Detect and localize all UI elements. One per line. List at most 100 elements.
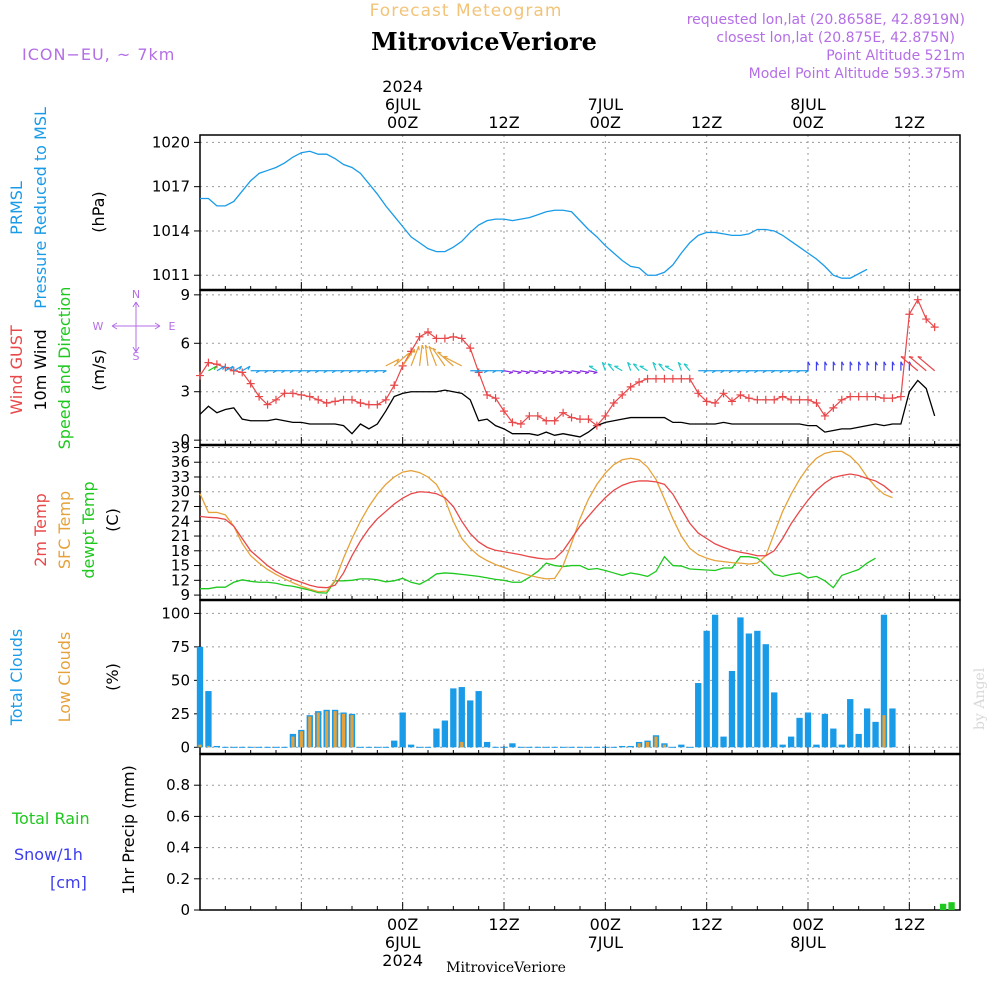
- wind-arrow: [563, 370, 573, 373]
- wind-label-gust: Wind GUST: [7, 325, 26, 415]
- wind-arrow-head: [483, 370, 488, 374]
- cloud-bar: [695, 683, 702, 748]
- wind-arrow-head: [683, 363, 688, 366]
- wind-arrow: [208, 365, 217, 372]
- cloud-bar: [678, 744, 685, 748]
- y-tick-label: 1017: [152, 178, 190, 196]
- wind-arrow-head: [720, 370, 725, 374]
- gust-marker: [905, 310, 914, 319]
- wind-arrow-head: [340, 370, 345, 374]
- wind-arrow-head: [909, 355, 914, 358]
- wind-arrow-head: [396, 358, 400, 363]
- cloud-bar: [711, 614, 719, 748]
- gust-marker: [348, 395, 356, 404]
- gust-marker: [314, 395, 323, 404]
- product-title: Forecast Meteogram: [370, 1, 563, 21]
- wind-arrow-head: [841, 361, 845, 366]
- precip-label-total-rain: Total Rain: [11, 809, 90, 828]
- low-cloud-bar: [299, 731, 303, 748]
- wind-arrow-head: [633, 363, 638, 366]
- cloud-bar: [863, 708, 871, 748]
- gust-marker: [196, 371, 204, 380]
- wind-arrow-head: [508, 371, 514, 375]
- wind-arrow-head: [272, 370, 277, 374]
- wind-arrow-head: [406, 352, 410, 358]
- wind-arrow: [908, 356, 927, 372]
- model-altitude: Model Point Altitude 593.375m: [749, 66, 965, 82]
- y-tick-label: 100: [161, 604, 190, 622]
- pressure-label-2: Pressure Reduced to MSL: [31, 107, 50, 309]
- gust-marker: [846, 392, 855, 401]
- cloud-bar: [847, 699, 854, 748]
- watermark: by Angel: [972, 667, 988, 730]
- top-time-label: 12Z: [488, 113, 519, 132]
- precip-label-unit: [cm]: [50, 873, 87, 892]
- wind-arrow: [418, 344, 423, 366]
- wind-arrow-head: [849, 361, 853, 366]
- cloud-bar: [205, 691, 212, 748]
- wind-arrow-head: [525, 371, 530, 375]
- gust-marker: [728, 397, 736, 406]
- wind-arrow-head: [815, 361, 819, 366]
- gust-marker: [322, 399, 331, 408]
- point-altitude: Point Altitude 521m: [826, 48, 965, 64]
- cloud-bar: [433, 728, 440, 748]
- gust-marker: [626, 382, 635, 391]
- wind-arrow-head: [428, 345, 433, 350]
- cloud-bar: [458, 687, 465, 748]
- cloud-bar: [830, 728, 837, 748]
- wind-arrow: [683, 363, 691, 372]
- wind-arrow-head: [804, 370, 809, 374]
- gust-marker: [753, 395, 762, 404]
- y-tick-label: 1011: [152, 266, 190, 284]
- y-tick-label: 25: [171, 705, 190, 723]
- cloud-bar: [779, 744, 786, 748]
- y-tick-label: 3: [180, 383, 190, 401]
- gust-marker: [576, 415, 584, 424]
- wind-arrow: [607, 363, 615, 372]
- wind-arrow-head: [264, 370, 269, 374]
- wind-arrow: [632, 363, 640, 372]
- wind-arrow-head: [658, 363, 663, 366]
- compass-e: E: [169, 320, 176, 333]
- top-time-label: 8JUL: [790, 95, 826, 114]
- wind-arrow-head: [424, 344, 429, 349]
- temp-unit: (C): [103, 508, 122, 532]
- gust-marker: [516, 420, 525, 429]
- gust-marker: [542, 416, 551, 425]
- gust-marker: [702, 397, 711, 406]
- gust-marker: [592, 421, 601, 430]
- precip-axis-label: 1hr Precip (mm): [119, 765, 138, 895]
- gust-marker: [255, 392, 264, 401]
- clouds-unit: (%): [103, 663, 122, 691]
- gust-marker: [913, 295, 922, 304]
- gust-marker: [736, 390, 745, 399]
- wind-arrow-head: [711, 370, 716, 374]
- gust-marker: [871, 392, 880, 401]
- gust-marker: [677, 374, 686, 383]
- bottom-time-label: 12Z: [691, 915, 722, 934]
- wind-arrow-head: [517, 371, 522, 375]
- gust-marker: [272, 395, 280, 404]
- gust-marker: [744, 394, 753, 403]
- cloud-bar: [737, 617, 744, 748]
- y-tick-label: 1014: [152, 222, 190, 240]
- wind-arrow: [601, 362, 606, 371]
- low-cloud-bar: [460, 741, 464, 748]
- wind-arrow-head: [576, 371, 581, 375]
- wind-arrow-head: [593, 371, 598, 375]
- top-time-label: 00Z: [590, 113, 621, 132]
- wind-arrow: [402, 348, 415, 367]
- low-cloud-bar: [198, 744, 202, 748]
- cloud-bar: [627, 745, 634, 748]
- gust-marker: [618, 390, 627, 399]
- wind-arrow-head: [365, 370, 370, 374]
- gust-marker: [694, 389, 703, 398]
- pressure-unit: (hPa): [89, 191, 108, 232]
- y-tick-label: 0: [180, 738, 190, 756]
- wind-unit: (m/s): [89, 349, 108, 391]
- low-cloud-bar: [333, 711, 337, 748]
- low-cloud-bar: [341, 713, 346, 748]
- precip-label-snow: Snow/1h: [14, 845, 83, 864]
- wind-arrow: [385, 358, 400, 367]
